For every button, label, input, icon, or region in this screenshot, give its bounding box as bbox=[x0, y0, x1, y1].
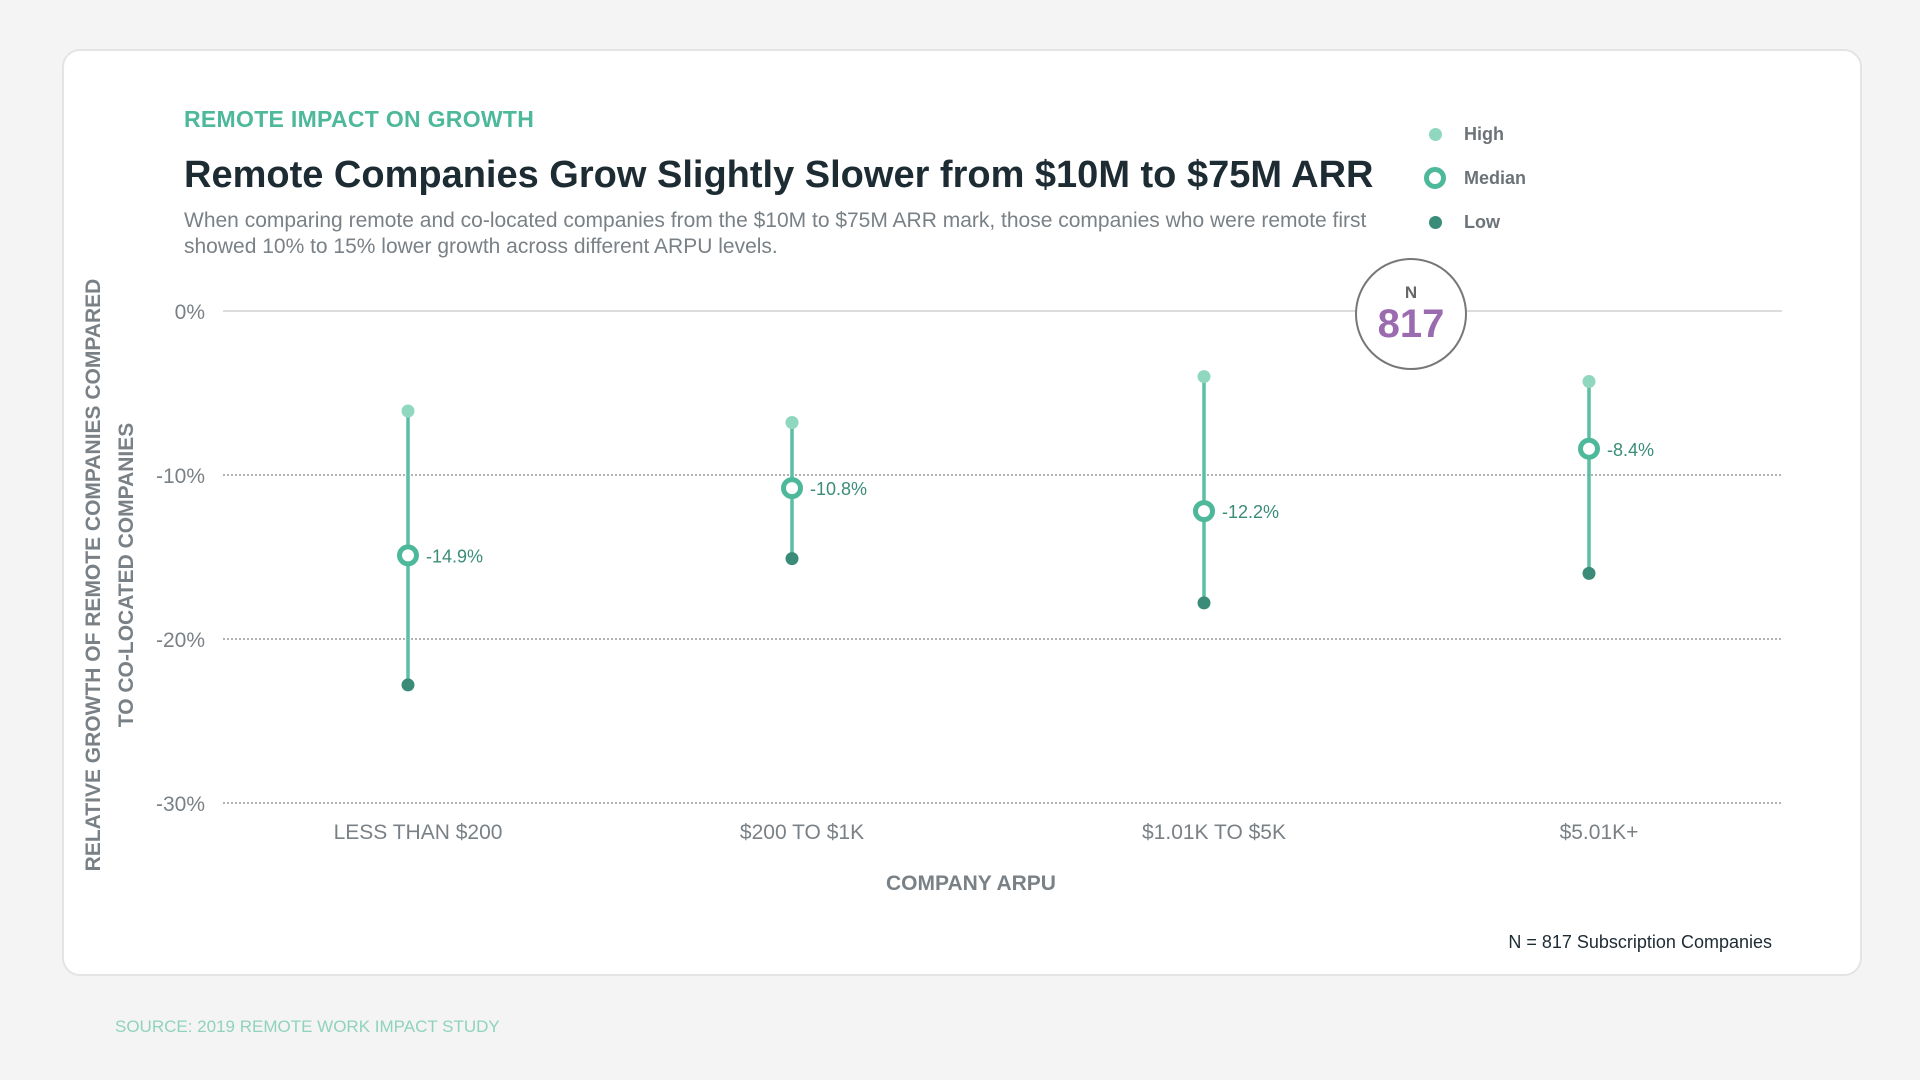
y-axis-label: RELATIVE GROWTH OF REMOTE COMPANIES COMP… bbox=[82, 279, 138, 872]
median-point bbox=[781, 477, 803, 500]
y-tick-label: 0% bbox=[175, 301, 205, 324]
median-ring-icon bbox=[1424, 167, 1446, 189]
low-point bbox=[401, 678, 415, 692]
low-dot-icon bbox=[1428, 215, 1442, 229]
y-tick-label: -20% bbox=[156, 629, 205, 652]
legend-label: Low bbox=[1464, 211, 1500, 232]
high-point bbox=[401, 404, 415, 418]
legend: High Median Low bbox=[1420, 112, 1526, 244]
y-tick-label: -30% bbox=[156, 793, 205, 816]
low-point bbox=[1197, 596, 1211, 610]
n-badge-circle bbox=[1355, 258, 1467, 370]
x-axis-label: COMPANY ARPU bbox=[886, 872, 1056, 895]
high-point bbox=[1197, 370, 1211, 384]
high-point bbox=[1582, 375, 1596, 389]
legend-label: Median bbox=[1464, 167, 1527, 188]
x-tick-label: $1.01K TO $5K bbox=[1142, 821, 1286, 844]
y-axis-label-line: RELATIVE GROWTH OF REMOTE COMPANIES COMP… bbox=[82, 279, 105, 872]
y-tick-label: -10% bbox=[156, 465, 205, 488]
median-label: -12.2% bbox=[1222, 502, 1279, 522]
legend-item-high: High bbox=[1420, 112, 1526, 156]
x-tick-label: $200 TO $1K bbox=[740, 821, 864, 844]
footnote: N = 817 Subscription Companies bbox=[1508, 932, 1772, 952]
y-axis-label-line: TO CO-LOCATED COMPANIES bbox=[115, 423, 138, 728]
chart-card bbox=[62, 49, 1862, 976]
chart-title: Remote Companies Grow Slightly Slower fr… bbox=[184, 154, 1374, 196]
legend-item-median: Median bbox=[1420, 156, 1526, 200]
median-label: -8.4% bbox=[1607, 440, 1654, 460]
low-point bbox=[785, 552, 799, 566]
low-point bbox=[1582, 566, 1596, 580]
median-point bbox=[397, 544, 419, 567]
median-point bbox=[1193, 500, 1215, 523]
eyebrow-label: REMOTE IMPACT ON GROWTH bbox=[184, 106, 535, 132]
x-tick-label: LESS THAN $200 bbox=[334, 821, 503, 844]
source-note: SOURCE: 2019 REMOTE WORK IMPACT STUDY bbox=[115, 1017, 500, 1036]
high-dot-icon bbox=[1428, 127, 1442, 141]
median-label: -14.9% bbox=[426, 546, 483, 566]
chart-subtitle: When comparing remote and co-located com… bbox=[184, 209, 1367, 258]
median-point bbox=[1578, 437, 1600, 460]
legend-item-low: Low bbox=[1420, 200, 1526, 244]
high-point bbox=[785, 416, 799, 430]
x-tick-label: $5.01K+ bbox=[1560, 821, 1639, 844]
n-badge-value: 817 bbox=[1378, 302, 1445, 346]
legend-label: High bbox=[1464, 123, 1504, 144]
median-label: -10.8% bbox=[810, 479, 867, 499]
n-badge-label: N bbox=[1405, 283, 1417, 302]
